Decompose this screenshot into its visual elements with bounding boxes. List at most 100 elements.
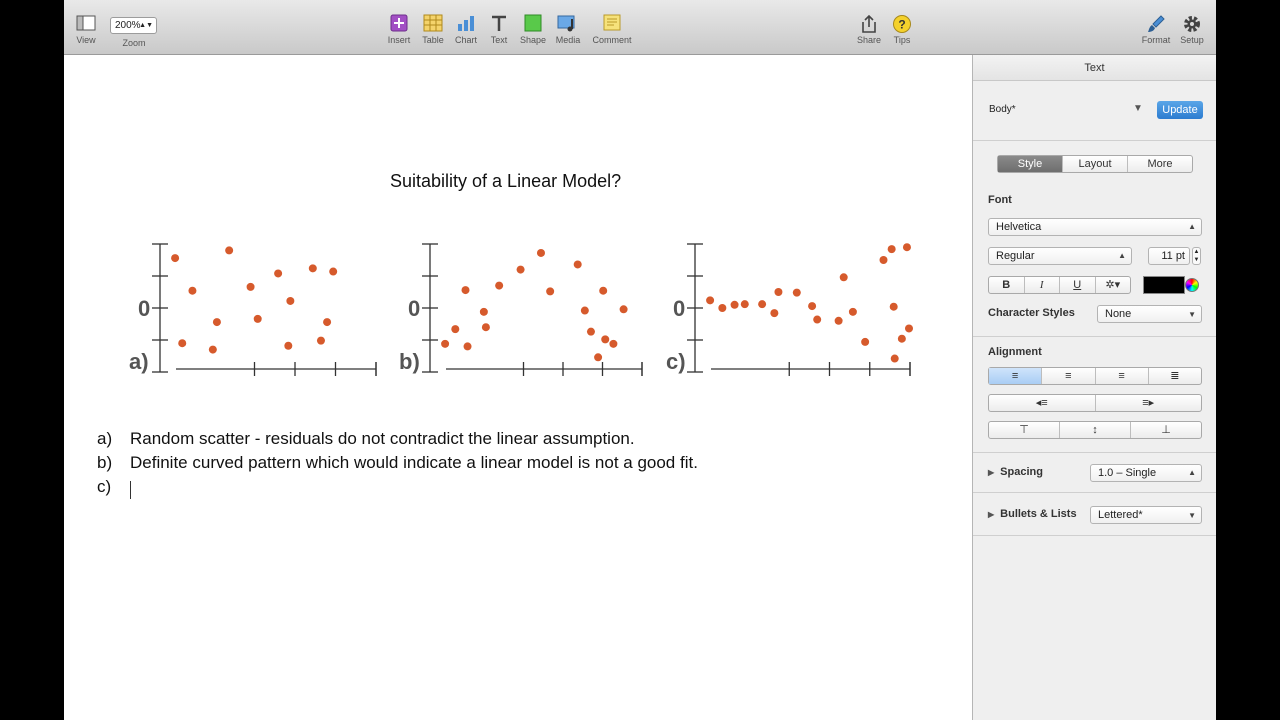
tips-button[interactable]: ? Tips	[880, 14, 924, 45]
chevron-down-icon: ▲▼	[139, 22, 153, 29]
residual-point	[792, 288, 801, 297]
comment-button[interactable]: Comment	[590, 14, 634, 45]
residual-point	[599, 286, 608, 295]
table-button[interactable]: Table	[411, 14, 455, 45]
residual-plots-figure[interactable]: 0 a) 0 b) 0 c)	[124, 235, 924, 385]
residual-point	[619, 305, 628, 314]
font-size-stepper[interactable]: ▲ ▼	[1192, 247, 1201, 265]
tab-more[interactable]: More	[1147, 158, 1173, 170]
media-button[interactable]: Media	[546, 14, 590, 45]
spacing-value: 1.0 – Single	[1098, 467, 1157, 479]
residual-point	[481, 323, 490, 332]
tab-layout[interactable]: Layout	[1063, 156, 1128, 172]
document-canvas[interactable]: Suitability of a Linear Model? 0 a) 0 b) 0 c)…	[64, 55, 972, 720]
align-middle-icon[interactable]: ↕	[1060, 422, 1131, 438]
bullets-disclosure[interactable]: ▶ Bullets & Lists	[988, 508, 1077, 520]
insert-button[interactable]: Insert	[377, 14, 421, 45]
chevron-down-icon[interactable]: ▼	[1133, 103, 1143, 114]
residual-point	[890, 354, 899, 363]
residual-point	[740, 300, 749, 309]
residual-point	[316, 336, 325, 345]
answer-letter: c)	[97, 477, 112, 496]
zoom-select[interactable]: 200% ▲▼	[110, 17, 157, 34]
residual-point	[461, 286, 470, 295]
color-wheel-icon[interactable]	[1185, 278, 1199, 292]
shape-button[interactable]: Shape	[511, 14, 555, 45]
align-right-icon[interactable]: ≡	[1096, 368, 1149, 384]
typeface-select[interactable]: Regular ▲	[988, 247, 1132, 265]
table-label: Table	[422, 35, 444, 45]
view-icon	[76, 15, 96, 31]
underline-button[interactable]: U	[1060, 277, 1096, 293]
residual-point	[758, 300, 767, 309]
updown-icon: ▲	[1118, 251, 1126, 260]
format-label: Format	[1141, 35, 1171, 45]
font-family-select[interactable]: Helvetica ▲	[988, 218, 1202, 236]
indent-buttons: ◂≡ ≡▸	[988, 394, 1202, 412]
spacing-label: Spacing	[1000, 466, 1043, 478]
bullets-select[interactable]: Lettered* ▼	[1090, 506, 1202, 524]
character-styles-select[interactable]: None ▼	[1097, 305, 1202, 323]
residual-point	[178, 339, 187, 348]
residual-point	[770, 309, 779, 318]
plot-panel-label: c)	[666, 349, 686, 374]
italic-button[interactable]: I	[1025, 277, 1060, 293]
spacing-select[interactable]: 1.0 – Single ▲	[1090, 464, 1202, 482]
share-label: Share	[856, 35, 882, 45]
align-bottom-icon[interactable]: ⊥	[1161, 424, 1171, 436]
share-button[interactable]: Share	[847, 14, 891, 45]
paintbrush-icon	[1148, 15, 1165, 32]
residual-point	[516, 265, 525, 274]
chart-button[interactable]: Chart	[444, 14, 488, 45]
residual-point	[902, 243, 911, 252]
residual-point	[889, 302, 898, 311]
updown-icon: ▲	[1188, 468, 1196, 477]
format-button[interactable]: Format	[1134, 14, 1178, 45]
update-button[interactable]: Update	[1157, 101, 1203, 119]
text-options-gear-icon[interactable]: ✲▾	[1105, 279, 1121, 291]
inspector-header: Text	[973, 55, 1216, 81]
decrease-indent-icon[interactable]: ◂≡	[989, 395, 1096, 411]
zoom-caption: Zoom	[112, 37, 156, 48]
align-top-icon[interactable]: ⊤	[989, 422, 1060, 438]
increase-indent-icon[interactable]: ≡▸	[1142, 397, 1155, 409]
text-button[interactable]: Text	[477, 14, 521, 45]
tips-label: Tips	[893, 35, 911, 45]
gear-icon	[1184, 16, 1200, 32]
document-title[interactable]: Suitability of a Linear Model?	[390, 171, 622, 191]
bold-button[interactable]: B	[989, 277, 1025, 293]
align-justify-icon[interactable]: ≣	[1170, 370, 1180, 382]
zero-label: 0	[138, 296, 150, 321]
residual-point	[730, 300, 739, 309]
residual-point	[212, 318, 221, 327]
residual-point	[329, 267, 338, 276]
setup-button[interactable]: Setup	[1170, 14, 1214, 45]
text-icon	[492, 15, 506, 31]
updown-icon: ▲	[1188, 222, 1196, 231]
tab-style[interactable]: Style	[998, 156, 1063, 172]
text-style-buttons: B I U ✲▾	[988, 276, 1131, 294]
insert-label: Insert	[387, 35, 411, 45]
media-label: Media	[555, 35, 581, 45]
residual-point	[323, 318, 332, 327]
font-size-value: 11 pt	[1161, 250, 1185, 262]
paragraph-style-name[interactable]: Body*	[989, 104, 1016, 115]
align-center-icon[interactable]: ≡	[1042, 368, 1096, 384]
zero-label: 0	[673, 296, 685, 321]
spacing-disclosure[interactable]: ▶ Spacing	[988, 466, 1043, 478]
chart-icon	[458, 16, 474, 31]
disclosure-triangle-icon: ▶	[988, 468, 995, 477]
toolbar: View 200% ▲▼ Zoom Insert Table Chart Text…	[64, 0, 1216, 55]
zero-label: 0	[408, 296, 420, 321]
align-left-icon[interactable]: ≡	[989, 368, 1043, 384]
share-icon	[862, 14, 876, 33]
shape-label: Shape	[519, 35, 547, 45]
residual-point	[308, 264, 317, 273]
font-size-field[interactable]: 11 pt	[1148, 247, 1190, 265]
residual-point	[573, 260, 582, 269]
text-color-well[interactable]	[1143, 276, 1185, 294]
font-section-label: Font	[988, 194, 1012, 206]
divider	[973, 492, 1216, 493]
view-button[interactable]: View	[64, 14, 108, 45]
chevron-down-icon: ▼	[1188, 310, 1196, 319]
